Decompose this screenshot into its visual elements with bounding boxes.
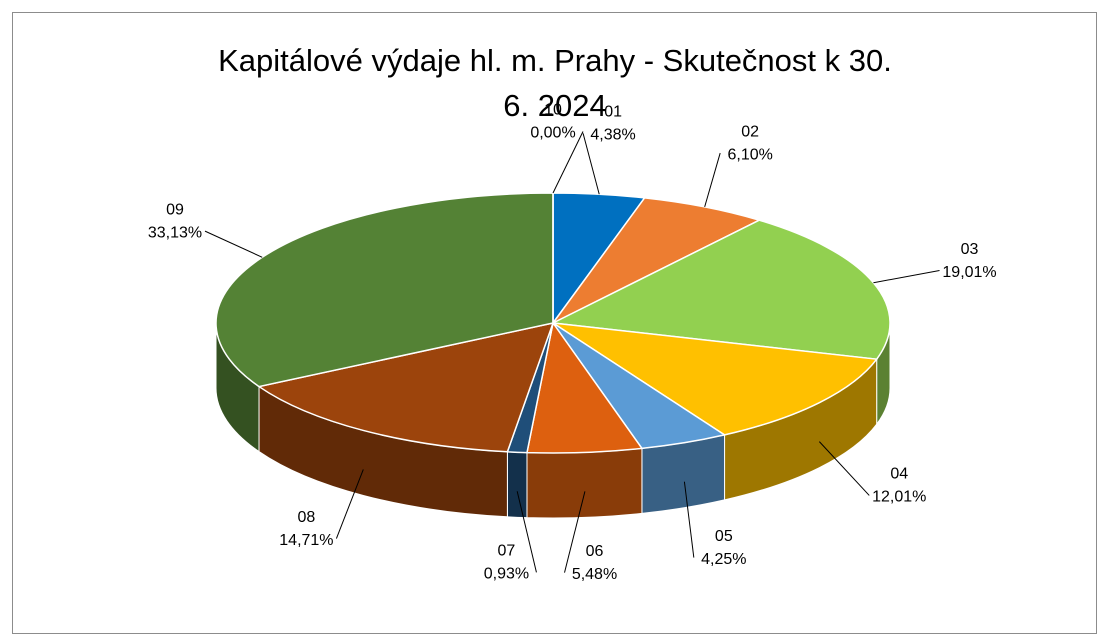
slice-side	[526, 447, 643, 519]
chart-title: Kapitálové výdaje hl. m. Prahy - Skutečn…	[218, 43, 892, 123]
value-label: 0,00%	[530, 125, 575, 142]
category-label: 07	[498, 543, 516, 560]
value-label: 4,25%	[701, 551, 746, 568]
slice	[257, 321, 555, 453]
category-label: 06	[586, 543, 604, 560]
category-label: 04	[890, 466, 908, 483]
leader-line	[704, 152, 721, 208]
value-label: 33,13%	[148, 224, 202, 241]
category-label: 01	[604, 104, 622, 121]
leader-line	[818, 441, 870, 496]
slice	[215, 192, 554, 388]
value-label: 5,48%	[572, 566, 617, 583]
value-label: 12,01%	[872, 489, 926, 506]
leader-line	[582, 133, 600, 195]
value-label: 0,93%	[484, 566, 529, 583]
leader-line	[552, 131, 584, 194]
leader-line	[204, 230, 263, 258]
slice-side	[506, 451, 528, 519]
leader-line	[516, 491, 537, 573]
leader-line	[564, 491, 586, 573]
chart-frame	[12, 12, 1097, 634]
slice	[552, 322, 879, 436]
slice	[552, 197, 762, 324]
value-label: 4,38%	[590, 127, 635, 144]
slice	[550, 219, 891, 360]
category-label: 10	[544, 102, 562, 119]
value-label: 14,71%	[279, 532, 333, 549]
category-label: 08	[298, 509, 316, 526]
value-label: 6,10%	[727, 146, 772, 163]
category-label: 03	[961, 241, 979, 258]
value-label: 19,01%	[942, 264, 996, 281]
category-label: 02	[741, 123, 759, 140]
category-label: 09	[166, 201, 184, 218]
leader-line	[873, 270, 940, 284]
leader-line	[683, 481, 695, 558]
category-label: 05	[715, 528, 733, 545]
leader-line	[335, 469, 364, 539]
